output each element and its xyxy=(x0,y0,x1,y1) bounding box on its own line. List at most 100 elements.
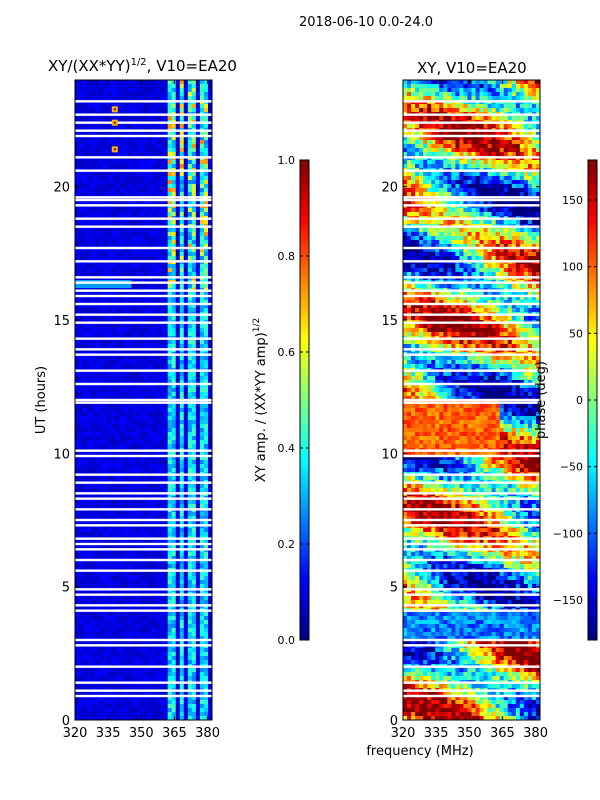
colorbar2-tick-label: 100 xyxy=(562,261,583,274)
panel2-gap-line xyxy=(403,348,540,351)
panel1-ylabel: UT (hours) xyxy=(34,366,49,434)
panel2-title: XY, V10=EA20 xyxy=(417,59,527,77)
panel2-gap-line xyxy=(403,134,540,138)
panel1-gap-line xyxy=(75,353,212,356)
panel2-gap-line xyxy=(403,524,540,527)
panel2-gap-line xyxy=(403,473,540,476)
panel1-gap-line xyxy=(75,449,212,452)
panel2-gap-line xyxy=(403,689,540,692)
panel1-gap-line xyxy=(75,217,212,220)
panel2-gap-line xyxy=(403,198,540,202)
colorbar2-tick-label: −50 xyxy=(560,461,583,474)
panel2-ytick-label: 15 xyxy=(381,314,398,329)
colorbar1-tick-label: 0.8 xyxy=(278,250,296,263)
panel2-gap-line xyxy=(403,217,540,220)
panel1-gap-line xyxy=(75,302,212,306)
panel2-gap-line xyxy=(403,609,540,612)
panel2-xtick-label: 350 xyxy=(457,726,482,741)
panel1-gap-line xyxy=(75,454,212,458)
panel2-gap-line xyxy=(403,294,540,298)
colorbar2-tick-label: −100 xyxy=(553,527,583,540)
panel2-gap-line xyxy=(403,604,540,607)
panel1-xtick-label: 350 xyxy=(129,726,154,741)
panel2-ytick-label: 20 xyxy=(381,181,398,196)
panel2-gap-line xyxy=(403,121,540,124)
panel1-gap-line xyxy=(75,508,212,511)
colorbar2-tick-label: 150 xyxy=(562,194,583,207)
panel2-gap-line xyxy=(403,681,540,684)
panel2-gap-line xyxy=(403,246,540,250)
panel1-gap-line xyxy=(75,204,212,207)
panel2-gap-line xyxy=(403,321,540,324)
panel2-gap-line xyxy=(403,129,540,132)
panel1-ytick-label: 5 xyxy=(62,581,70,596)
panel2-gap-line xyxy=(403,353,540,356)
panel1-gap-line xyxy=(75,348,212,351)
panel1-gap-line xyxy=(75,593,212,596)
panel1-ytick-label: 10 xyxy=(53,447,70,462)
panel1-gap-line xyxy=(75,524,212,527)
colorbar1-gradient xyxy=(299,159,310,641)
panel1-xtick-label: 380 xyxy=(195,726,220,741)
panel1-ytick-label: 20 xyxy=(53,181,70,196)
colorbar1-tick-label: 0.2 xyxy=(278,538,296,551)
panel1-gap-line xyxy=(75,169,212,172)
panel2-gap-line xyxy=(403,593,540,596)
panel2-gap-line xyxy=(403,401,540,404)
panel1-gap-line xyxy=(75,246,212,250)
panel1-title: XY/(XX*YY)1/2, V10=EA20 xyxy=(48,57,237,75)
panel1-gap-line xyxy=(75,289,212,292)
panel2-gap-line xyxy=(403,481,540,484)
panel1-gap-line xyxy=(75,382,212,386)
panel1-gap-line xyxy=(75,644,212,647)
panel2-gap-line xyxy=(403,100,540,103)
panel1-gap-line xyxy=(75,473,212,476)
panel1-gap-line xyxy=(75,604,212,607)
panel1-gap-line xyxy=(75,156,212,159)
panel1-gap-line xyxy=(75,638,212,642)
panel1-gap-line xyxy=(75,497,212,500)
panel2-gap-line xyxy=(403,337,540,340)
panel2-ytick-label: 5 xyxy=(390,581,398,596)
colorbar1-label: XY amp. / (XX*YY amp)1/2​ xyxy=(252,318,269,482)
panel2-xtick-label: 380 xyxy=(523,726,548,741)
panel2-gap-line xyxy=(403,548,540,551)
panel1-gap-line xyxy=(75,321,212,324)
panel1-gap-line xyxy=(75,260,212,263)
colorbar1-tick-label: 0.4 xyxy=(278,442,296,455)
panel1-gap-line xyxy=(75,369,212,372)
panel1-spike-core-2 xyxy=(113,148,116,151)
panel2-gap-line xyxy=(403,497,540,500)
panel2-gap-line xyxy=(403,281,540,284)
panel1-gap-line xyxy=(75,398,212,402)
panel2-gap-line xyxy=(403,449,540,452)
panel2-gap-line xyxy=(403,276,540,279)
panel1-gap-line xyxy=(75,537,212,540)
panel2-gap-line xyxy=(403,644,540,647)
panel2-ytick-label: 10 xyxy=(381,447,398,462)
panel1-ytick-label: 0 xyxy=(62,714,70,729)
panel2-gap-line xyxy=(403,638,540,642)
panel1-gap-line xyxy=(75,694,212,698)
panel1-gap-line xyxy=(75,689,212,692)
panel1-gap-line xyxy=(75,542,212,546)
panel2-xtick-label: 320 xyxy=(391,726,416,741)
panel1-gap-line xyxy=(75,481,212,484)
panel2-gap-line xyxy=(403,289,540,292)
panel1-gap-line xyxy=(75,492,212,495)
panel1-gap-line xyxy=(75,121,212,124)
panel2-frame xyxy=(402,79,541,721)
panel1-ytick-label: 15 xyxy=(53,314,70,329)
panel1-gap-line xyxy=(75,281,212,284)
panel1-frame xyxy=(74,79,213,721)
panel2-gap-line xyxy=(403,454,540,458)
panel2-gap-line xyxy=(403,588,540,591)
panel1-gap-line xyxy=(75,558,212,562)
panel1-gap-line xyxy=(75,609,212,612)
panel1-gap-line xyxy=(75,665,212,668)
panel1-gap-line xyxy=(75,337,212,340)
panel2-gap-line xyxy=(403,537,540,540)
panel2-gap-line xyxy=(403,398,540,402)
panel2-gap-line xyxy=(403,313,540,316)
